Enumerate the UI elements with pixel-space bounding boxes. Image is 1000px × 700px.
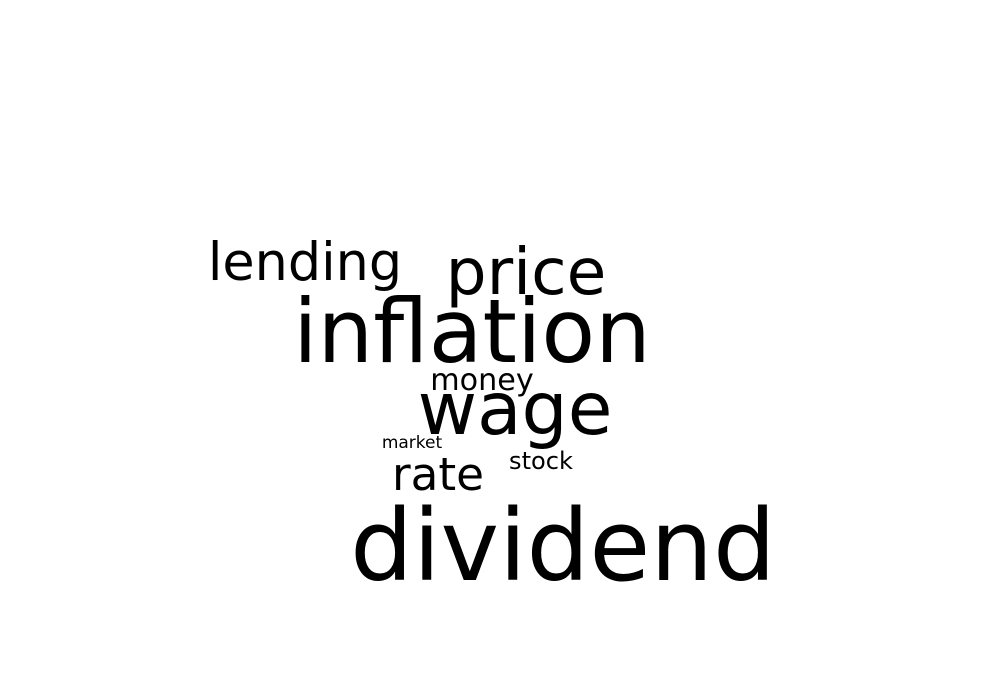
word-rate: rate	[392, 448, 484, 501]
word-stock: stock	[509, 447, 573, 475]
word-dividend: dividend	[350, 489, 776, 604]
word-inflation: inflation	[293, 280, 651, 383]
word-money: money	[430, 363, 533, 398]
word-wage: wage	[418, 368, 613, 452]
word-lending: lending	[208, 232, 402, 293]
word-price: price	[446, 235, 607, 310]
word-market: market	[382, 433, 443, 453]
